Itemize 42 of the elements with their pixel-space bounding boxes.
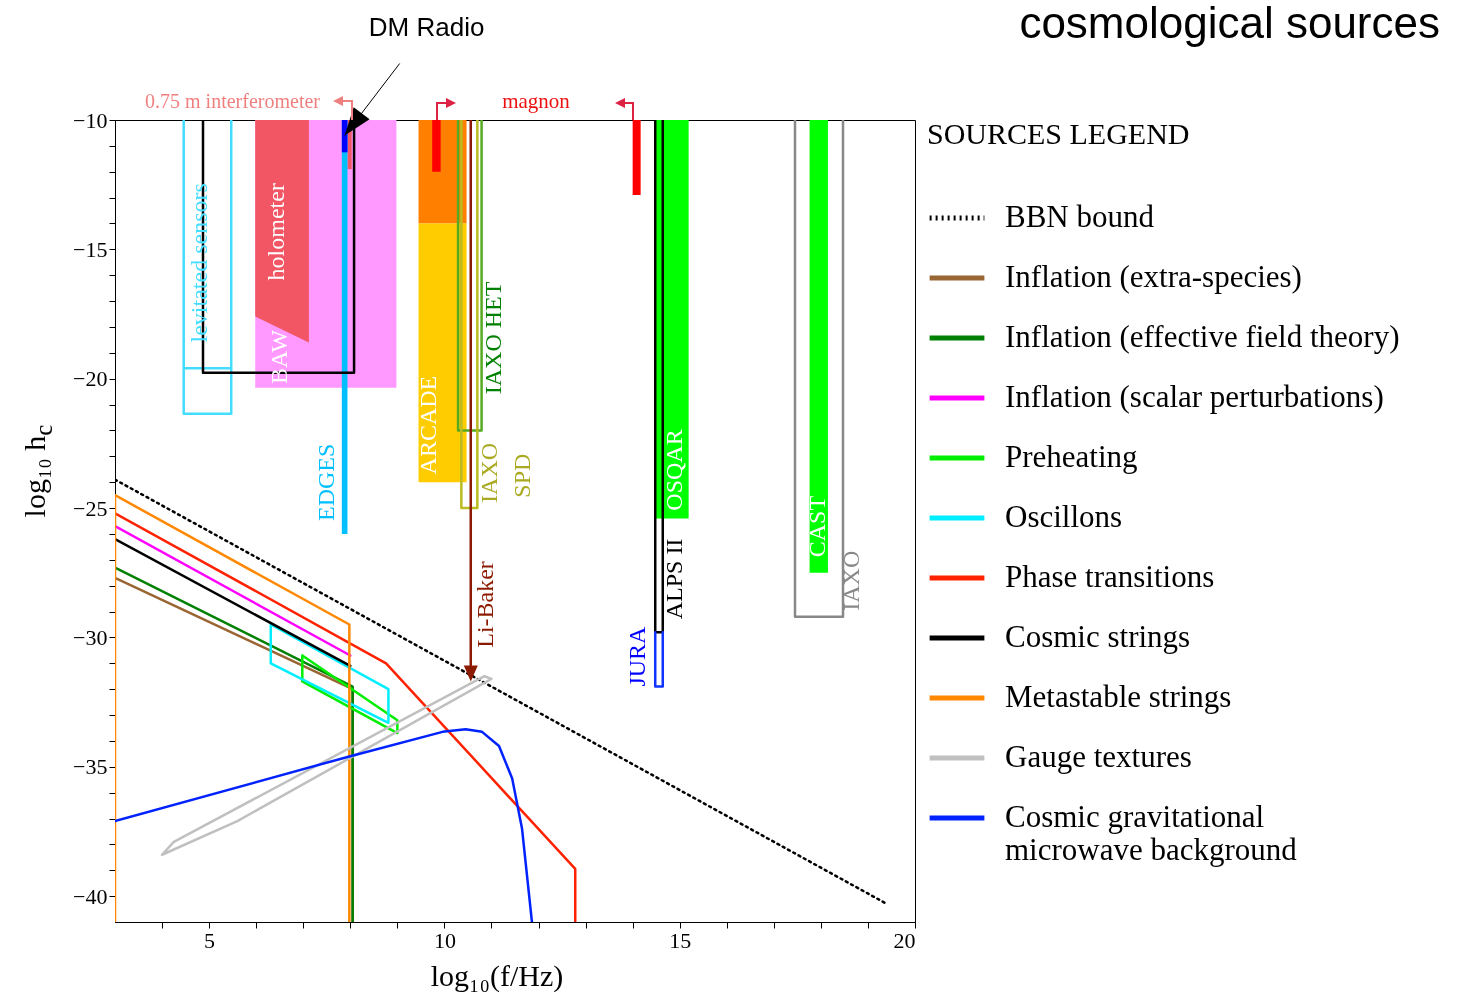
y-tick-label: −30 bbox=[73, 624, 108, 650]
x-tick-label: 10 bbox=[433, 927, 456, 953]
annotation: JURA bbox=[624, 625, 651, 687]
legend-label: Cosmic strings bbox=[1005, 619, 1191, 654]
text: cosmological sources bbox=[1019, 0, 1440, 47]
legend-label: BBN bound bbox=[1005, 199, 1155, 234]
y-tick-label: −40 bbox=[73, 883, 108, 909]
annotation: levitated sensors bbox=[185, 183, 212, 343]
annotation: CAST bbox=[804, 495, 831, 558]
legend-label: Gauge textures bbox=[1005, 739, 1192, 774]
x-axis-title: log₁₀(f/Hz) bbox=[430, 959, 564, 993]
annotation: holometer bbox=[263, 183, 290, 281]
y-tick-label: −10 bbox=[73, 107, 108, 133]
x-tick-label: 20 bbox=[893, 927, 916, 953]
annotation: ALPS II bbox=[660, 538, 687, 620]
text: 0.75 m interferometer bbox=[145, 90, 321, 112]
legend-label: Metastable strings bbox=[1005, 679, 1232, 714]
annotation: EDGES bbox=[313, 443, 340, 521]
annotation: IAXO bbox=[837, 550, 864, 611]
y-tick-label: −15 bbox=[73, 236, 108, 262]
annotation: OSQAR bbox=[661, 429, 688, 511]
annotation: ARCADE bbox=[414, 375, 441, 475]
legend-title: SOURCES LEGEND bbox=[927, 117, 1190, 150]
legend-label: Inflation (extra-species) bbox=[1005, 259, 1302, 294]
x-tick-label: 15 bbox=[669, 927, 692, 953]
legend-label: Preheating bbox=[1005, 439, 1138, 474]
legend-label: Oscillons bbox=[1005, 499, 1123, 534]
annotation: Li-Baker bbox=[471, 561, 498, 648]
legend-label: Phase transitions bbox=[1005, 559, 1215, 594]
y-tick-label: −20 bbox=[73, 366, 108, 392]
annotation: IAXO HET bbox=[479, 281, 506, 395]
legend-label: Inflation (scalar perturbations) bbox=[1005, 379, 1384, 414]
legend-label: Inflation (effective field theory) bbox=[1005, 319, 1400, 354]
y-tick-label: −25 bbox=[73, 495, 108, 521]
text: magnon bbox=[502, 89, 571, 113]
x-tick-label: 5 bbox=[204, 927, 216, 953]
annotation: SPD bbox=[508, 453, 535, 498]
legend-label: Cosmic gravitational microwave background bbox=[1005, 799, 1298, 867]
annotation: IAXO bbox=[476, 442, 503, 503]
annotation: DM Radio bbox=[368, 11, 485, 42]
y-tick-label: −35 bbox=[73, 754, 108, 780]
annotation: BAW bbox=[265, 329, 292, 384]
